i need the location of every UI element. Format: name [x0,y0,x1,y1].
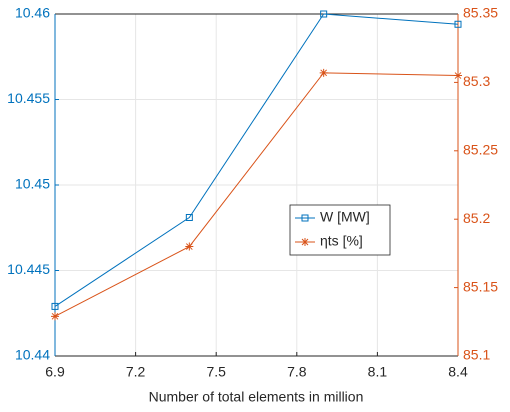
x-tick-label: 8.4 [448,364,468,380]
marker [454,71,462,80]
y-tick-label: 10.455 [7,90,50,106]
y2-tick-label: 85.1 [463,347,490,363]
legend-box [289,204,391,256]
marker [51,312,59,321]
y-tick-label: 10.45 [15,176,50,192]
series-line [54,72,459,317]
y-tick-label: 10.46 [15,5,50,21]
y-tick-label: 10.44 [15,347,50,363]
y2-tick-label: 85.3 [463,73,490,89]
x-tick-label: 6.9 [45,364,65,380]
x-tick-label: 7.2 [126,364,146,380]
x-tick-label: 7.8 [287,364,307,380]
legend: W [MW] ηts [%] [289,204,391,256]
marker [319,68,328,77]
legend-label: W [MW] [320,209,370,225]
marker [51,302,59,310]
x-tick-label: 8.1 [368,364,388,380]
y2-tick-label: 85.15 [463,278,498,294]
y2-tick-label: 85.25 [463,142,498,158]
legend-label: ηts [%] [320,233,363,249]
x-axis-label: Number of total elements in million [149,389,364,405]
marker [301,238,309,246]
y2-tick-label: 85.35 [463,5,498,21]
marker [185,242,194,251]
x-tick-label: 7.5 [206,364,226,380]
series-line [54,13,459,307]
marker [454,20,462,28]
marker [301,214,309,222]
y-tick-label: 10.445 [7,261,50,277]
marker [320,10,328,18]
y2-tick-label: 85.2 [463,210,490,226]
marker [185,213,193,221]
